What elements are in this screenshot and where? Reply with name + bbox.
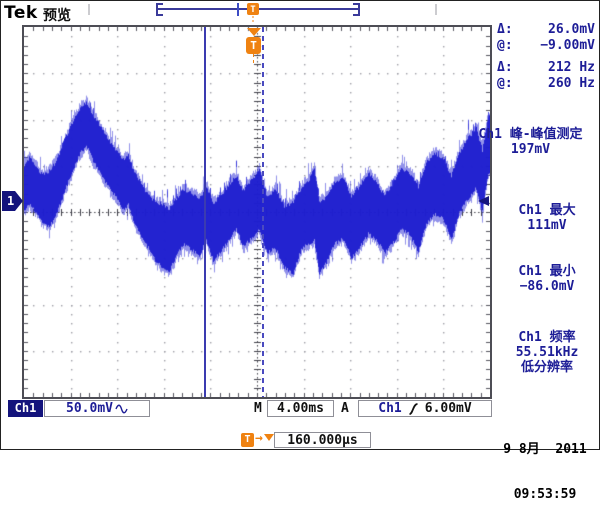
channel1-scale-readout: 50.0mV <box>44 400 150 417</box>
trigger-position-readout: 160.000µs <box>274 432 371 448</box>
trigger-readout: Ch1 6.00mV <box>358 400 492 417</box>
at-symbol: @: <box>497 76 513 91</box>
ac-coupling-icon <box>115 404 128 413</box>
trigger-position-arrow-icon <box>247 28 261 36</box>
down-triangle-icon <box>264 434 274 441</box>
record-position-bar: T <box>88 3 437 24</box>
cursor-delta-frequency: Δ: 212 Hz <box>497 60 595 75</box>
datetime-readout: 9 8月 2011 09:53:59 <box>493 412 597 517</box>
trigger-flag-icon: T <box>247 3 259 24</box>
trigger-source: Ch1 <box>378 401 402 416</box>
channel1-ground-marker: 1 <box>2 191 23 211</box>
trigger-level-marker-icon <box>478 196 489 206</box>
time-label: 09:53:59 <box>513 487 577 502</box>
trigger-position-marker-icon: T <box>246 37 261 54</box>
acquisition-mode-label: 预览 <box>43 8 71 24</box>
svg-text:T: T <box>250 5 256 15</box>
cursor-delta-voltage: Δ: 26.0mV <box>497 22 595 37</box>
vbar-cursor-1 <box>204 27 206 397</box>
cursor-at-frequency: @: 260 Hz <box>497 76 595 91</box>
cursor-at-voltage: @: −9.00mV <box>497 38 595 53</box>
trigger-level-value: 6.00mV <box>424 401 472 416</box>
window-right-bracket-icon <box>353 3 360 16</box>
rising-edge-icon <box>408 402 418 415</box>
brand-logo: Tek <box>4 3 38 23</box>
delta-symbol: Δ: <box>497 22 513 37</box>
measurement-peak-to-peak: Ch1 峰-峰值测定 197mV <box>478 127 583 157</box>
measurement-frequency: Ch1 频率 55.51kHz 低分辨率 <box>515 330 579 375</box>
at-symbol: @: <box>497 38 513 53</box>
oscilloscope-screen: { "header": { "brand": "Tek", "mode_labe… <box>0 0 600 502</box>
trigger-prefix: A <box>341 401 349 416</box>
measurement-min: Ch1 最小 −86.0mV <box>518 264 576 294</box>
timebase-readout: 4.00ms <box>267 400 334 417</box>
vbar-cursor-2 <box>262 27 264 397</box>
window-left-bracket-icon <box>156 3 163 16</box>
channel1-badge: Ch1 <box>8 400 43 417</box>
right-arrow-icon: → <box>255 431 263 446</box>
waveform-canvas <box>24 27 490 397</box>
trigger-position-stem <box>253 54 254 66</box>
measurement-panel: Δ: 26.0mV @: −9.00mV Δ: 212 Hz @: 260 Hz… <box>478 1 599 401</box>
delta-symbol: Δ: <box>497 60 513 75</box>
measurement-max: Ch1 最大 111mV <box>518 203 576 233</box>
trigger-position-t-icon: T <box>241 433 254 447</box>
timebase-prefix: M <box>254 401 262 416</box>
